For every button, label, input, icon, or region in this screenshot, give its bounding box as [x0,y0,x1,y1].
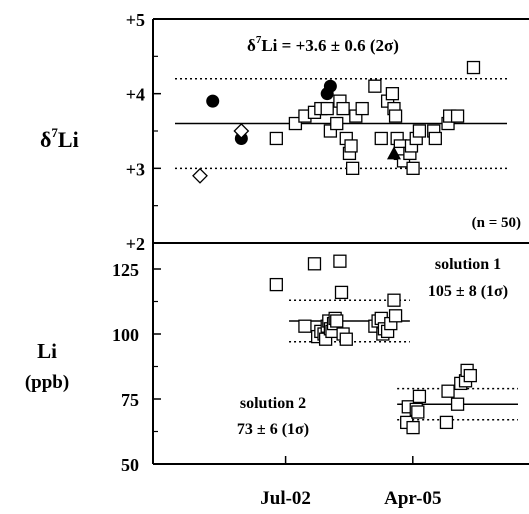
bottom-open-square-point [307,257,322,271]
bottom-open-square-point [439,415,454,430]
top-filled-circle-point [323,79,337,93]
bottom-open-square-point [463,368,477,383]
bottom-ytick-label: 100 [112,325,139,345]
bottom-open-square-point [388,309,403,323]
top-ylabel: δ7Li [40,125,79,152]
bottom-ytick-label: 75 [121,390,139,410]
bottom-ytick-label: 50 [121,455,139,475]
top-open-square-point [320,101,334,116]
bottom-open-square-point [411,405,425,419]
top-open-square-point [344,139,358,153]
top-open-square-point [388,109,403,123]
top-open-square-point [374,131,388,146]
top-open-square-point [336,101,350,116]
bottom-ylabel: Li [37,339,57,363]
top-filled-triangle-point [386,146,401,160]
top-open-square-point [330,116,344,131]
group-label: solution 2 [240,395,306,412]
top-open-square-point [368,79,382,93]
top-ytick-label: +3 [126,159,145,179]
top-open-square-point [269,131,283,146]
bottom-open-square-point [333,254,347,268]
top-open-square-point [355,101,369,116]
xtick-label: Apr-05 [384,488,441,509]
bottom-ytick-label: 125 [112,260,139,280]
bottom-open-square-point [269,277,283,292]
bottom-open-square-point [387,293,401,307]
top-ytick-label: +4 [126,85,145,105]
top-filled-circle-point [206,94,220,108]
bottom-open-square-point [406,420,420,435]
top-open-square-point [406,161,420,175]
top-ytick-label: +2 [126,234,145,254]
bottom-open-square-point [441,384,455,398]
count-label: (n = 50) [472,215,521,231]
bottom-open-square-point [330,314,344,328]
top-open-square-point [466,60,481,75]
top-open-square-point [428,131,442,146]
top-ytick-label: +5 [126,10,145,30]
top-annotation: δ7Li = +3.6 ± 0.6 (2σ) [247,34,399,55]
group-label: solution 1 [435,256,501,273]
bottom-ylabel-unit: (ppb) [25,372,69,393]
group-stat: 105 ± 8 (1σ) [428,283,508,300]
top-open-square-point [412,124,427,138]
bottom-open-square-point [298,319,312,333]
bottom-open-square-point [339,332,353,346]
top-open-square-point [450,109,465,123]
group-stat: 73 ± 6 (1σ) [237,421,309,438]
top-open-square-point [345,161,360,175]
bottom-open-square-point [450,397,465,411]
top-open-square-point [385,87,400,101]
bottom-open-square-point [412,389,427,404]
xtick-label: Jul-02 [260,488,311,509]
bottom-open-square-point [334,285,349,300]
top-open-diamond-point [233,123,250,139]
top-open-diamond-point [192,167,208,184]
